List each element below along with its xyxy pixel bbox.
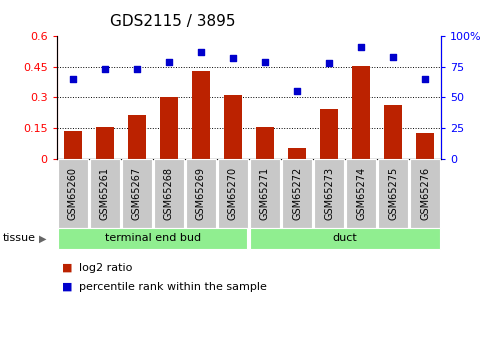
Text: log2 ratio: log2 ratio [79,263,132,273]
Text: GDS2115 / 3895: GDS2115 / 3895 [110,14,235,29]
Text: GSM65273: GSM65273 [324,167,334,220]
Point [325,60,333,66]
Point [421,76,429,82]
Bar [224,96,242,159]
Bar [192,71,210,159]
Bar [128,115,145,159]
Bar [64,131,81,159]
Point [197,49,205,55]
Text: GSM65267: GSM65267 [132,167,142,220]
Text: GSM65269: GSM65269 [196,167,206,220]
Text: GSM65261: GSM65261 [100,167,110,220]
Point [133,67,141,72]
Text: GSM65275: GSM65275 [388,167,398,220]
Bar [256,127,274,159]
Bar [160,97,177,159]
Point [357,45,365,50]
Text: duct: duct [333,234,357,243]
Text: GSM65271: GSM65271 [260,167,270,220]
Point [69,76,77,82]
Bar [385,105,402,159]
Bar [96,127,113,159]
Point [293,89,301,94]
Bar [288,148,306,159]
Bar [352,66,370,159]
Text: GSM65272: GSM65272 [292,167,302,220]
Point [389,54,397,60]
Bar [320,109,338,159]
Text: GSM65274: GSM65274 [356,167,366,220]
Text: tissue: tissue [2,234,35,243]
Text: GSM65268: GSM65268 [164,167,174,220]
Text: GSM65276: GSM65276 [420,167,430,220]
Bar [417,133,434,159]
Text: ■: ■ [62,282,72,292]
Text: terminal end bud: terminal end bud [105,234,201,243]
Point [261,59,269,65]
Text: percentile rank within the sample: percentile rank within the sample [79,282,267,292]
Text: ▶: ▶ [39,234,47,243]
Text: ■: ■ [62,263,72,273]
Point [165,59,173,65]
Point [229,56,237,61]
Text: GSM65260: GSM65260 [68,167,78,220]
Text: GSM65270: GSM65270 [228,167,238,220]
Point [101,67,108,72]
